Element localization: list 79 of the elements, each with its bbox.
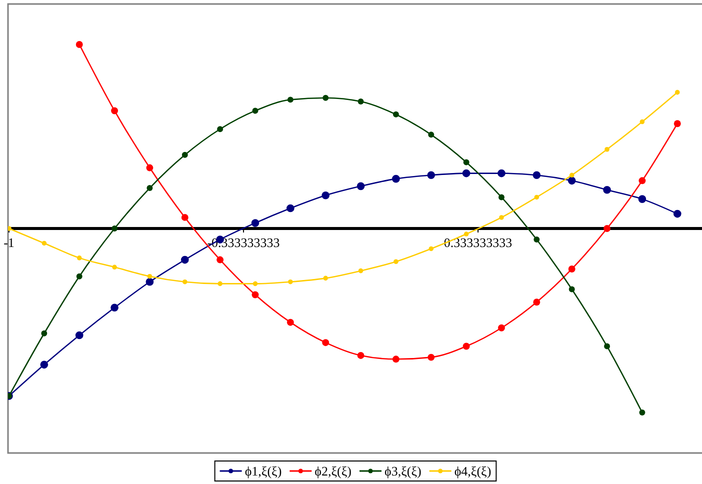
point xyxy=(357,352,364,359)
point xyxy=(358,98,364,105)
point xyxy=(638,195,646,203)
point xyxy=(674,120,681,128)
point xyxy=(76,41,83,48)
point xyxy=(427,171,436,180)
point xyxy=(252,291,259,298)
point xyxy=(146,164,154,172)
legend-label: ϕ2,ξ(ξ) xyxy=(314,464,352,478)
point xyxy=(112,264,117,270)
point xyxy=(111,107,118,114)
legend-label: ϕ3,ξ(ξ) xyxy=(384,464,422,478)
point xyxy=(428,354,435,361)
point xyxy=(463,159,470,166)
point xyxy=(603,186,611,194)
point xyxy=(42,240,47,246)
point xyxy=(640,119,645,124)
point xyxy=(216,256,224,264)
point xyxy=(40,360,48,369)
point xyxy=(674,90,680,95)
point xyxy=(217,126,224,132)
point xyxy=(146,185,153,191)
legend-label: ϕ1,ξ(ξ) xyxy=(244,464,282,478)
point xyxy=(76,256,82,260)
point xyxy=(41,330,48,336)
point xyxy=(182,279,188,284)
point xyxy=(182,152,188,158)
point xyxy=(323,276,328,281)
point xyxy=(498,194,504,200)
point xyxy=(568,266,576,272)
point xyxy=(218,281,222,286)
point xyxy=(568,176,576,185)
point xyxy=(534,236,540,243)
point xyxy=(568,286,575,292)
point xyxy=(287,96,294,103)
point xyxy=(252,281,258,286)
point xyxy=(322,339,330,346)
point xyxy=(639,410,646,416)
point xyxy=(673,210,682,218)
point xyxy=(146,278,154,286)
point xyxy=(604,225,610,232)
point xyxy=(604,146,610,152)
point xyxy=(75,331,84,340)
point xyxy=(356,182,365,190)
point xyxy=(462,342,470,350)
point xyxy=(533,298,540,306)
point xyxy=(498,169,506,178)
point xyxy=(180,256,189,264)
point xyxy=(638,177,646,184)
point xyxy=(392,356,400,363)
point xyxy=(286,318,294,326)
point xyxy=(112,226,118,232)
point xyxy=(534,194,540,200)
point xyxy=(498,324,505,332)
point xyxy=(394,259,398,264)
point xyxy=(604,343,610,350)
point xyxy=(322,94,329,101)
point xyxy=(428,246,434,252)
point xyxy=(532,171,541,180)
x-tick-label: -1 xyxy=(4,235,14,250)
point xyxy=(110,304,118,312)
point xyxy=(392,111,399,118)
point xyxy=(428,132,434,138)
point xyxy=(76,273,82,280)
point xyxy=(464,232,469,236)
point xyxy=(286,204,294,212)
point xyxy=(392,174,400,183)
point xyxy=(252,108,258,114)
point xyxy=(462,169,470,178)
point xyxy=(322,191,330,200)
point xyxy=(251,219,260,227)
point xyxy=(569,172,574,178)
point xyxy=(499,215,504,220)
x-tick-label: 0.333333333 xyxy=(444,235,512,250)
point xyxy=(358,268,364,274)
point xyxy=(147,274,152,279)
point xyxy=(288,279,293,284)
legend-label: ϕ4,ξ(ξ) xyxy=(454,464,492,478)
point xyxy=(181,214,188,221)
